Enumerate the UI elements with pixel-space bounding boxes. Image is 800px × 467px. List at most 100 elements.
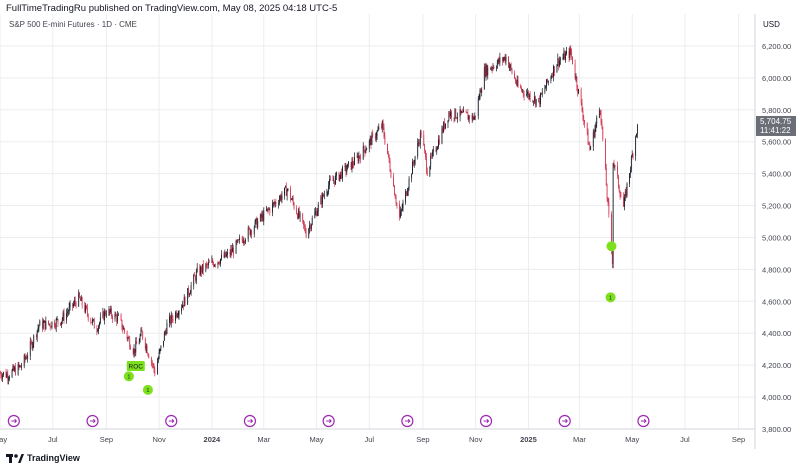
candle-body [502, 58, 504, 61]
event-icon[interactable] [243, 414, 257, 428]
candle-body [144, 338, 146, 349]
event-icon[interactable] [86, 414, 99, 428]
candle-body [176, 315, 178, 317]
event-icons[interactable] [7, 414, 650, 428]
candle-body [166, 323, 168, 334]
candle-body [214, 264, 216, 266]
candle-body [631, 154, 633, 158]
candle-body [97, 330, 99, 332]
candle-body [208, 262, 210, 263]
candle-body [596, 117, 598, 124]
candle-body [51, 321, 53, 328]
candle-body [557, 58, 559, 65]
candle-body [623, 196, 624, 207]
candle-body [399, 204, 400, 218]
event-icon[interactable] [479, 414, 493, 428]
price-tick-label: 6,200.00 [762, 42, 791, 51]
candle-body [550, 77, 552, 82]
candle-body [114, 313, 116, 320]
time-tick-label: 2024 [204, 435, 222, 444]
candle-body [412, 161, 414, 164]
candle-body [8, 378, 10, 380]
candle-body [352, 160, 354, 165]
signal-marker-label: 1 [127, 374, 130, 380]
candle-body [629, 173, 630, 184]
candle-body [30, 341, 32, 343]
candle-body [159, 349, 161, 352]
candle-body [521, 88, 522, 91]
candle-body [219, 263, 221, 265]
candle-body [105, 314, 107, 316]
candle-body [356, 155, 358, 157]
event-icon[interactable] [401, 414, 414, 428]
signal-markers[interactable]: ROC 1 1 1 [123, 241, 617, 395]
candle-body [601, 123, 603, 127]
candle-body [534, 96, 536, 105]
candle-body [485, 65, 487, 77]
candle-body [21, 366, 23, 368]
candle-body [18, 364, 20, 367]
candle-body [232, 247, 234, 253]
candle-body [429, 166, 431, 176]
time-axis[interactable]: May Jul Sep Nov 2024 Mar May Jul Sep Nov 2025 Mar Ma… [0, 435, 745, 444]
price-axis[interactable]: 3,800.00 4,000.00 4,200.00 4,400.00 4,600.00… [762, 42, 791, 434]
footer-brand[interactable]: TradingView [6, 452, 80, 464]
chart-frame[interactable]: ROC 1 1 1 3,800.00 4,000.00 4,200.00 4,400.00 4… [0, 14, 800, 449]
candle-body [473, 117, 475, 120]
candle-body [400, 211, 401, 218]
event-icon-arrow [483, 418, 490, 424]
candle-body [563, 52, 565, 58]
candle-body [350, 162, 352, 170]
event-icon[interactable] [558, 414, 571, 428]
candle-body [540, 93, 541, 105]
candle-body [346, 169, 348, 173]
candle-body [243, 241, 245, 243]
candle-body [522, 90, 524, 94]
candle-body [515, 78, 516, 83]
currency-label[interactable]: USD [763, 20, 780, 29]
candle-body [432, 151, 433, 157]
candle-body [371, 133, 373, 145]
candle-body [419, 132, 421, 145]
candle-body [80, 297, 81, 301]
candle-body [447, 120, 449, 124]
candle-body [321, 197, 323, 204]
price-tick-label: 4,800.00 [762, 265, 791, 274]
candle-body [266, 208, 268, 211]
candle-body [611, 249, 613, 265]
event-icon[interactable] [7, 414, 20, 428]
candle-body [284, 186, 286, 188]
candle-body [227, 252, 228, 255]
candle-body [376, 131, 378, 137]
candle-body [248, 227, 250, 229]
candle-body [453, 117, 455, 119]
candle-body [435, 149, 437, 151]
time-tick-label: Sep [732, 435, 745, 444]
candle-body [151, 362, 153, 365]
candle-body [441, 128, 443, 144]
event-icon[interactable] [165, 414, 178, 428]
candle-body [411, 174, 413, 179]
event-icon[interactable] [637, 414, 650, 428]
candle-body [259, 214, 261, 221]
candle-body [570, 48, 572, 52]
candle-body [48, 320, 49, 324]
candle-body [608, 202, 610, 215]
event-icon[interactable] [322, 414, 335, 428]
candle-body [140, 330, 142, 336]
candle-body [338, 172, 340, 181]
price-chart[interactable]: ROC 1 1 1 3,800.00 4,000.00 4,200.00 4,400.00 4… [0, 14, 800, 449]
price-tick-label: 5,400.00 [762, 170, 791, 179]
candle-body [136, 341, 138, 345]
candle-body [73, 303, 74, 307]
candle-body [156, 362, 158, 375]
candle-body [607, 198, 609, 203]
candle-body [314, 212, 316, 219]
candle-body [164, 331, 166, 333]
candle-body [55, 319, 57, 328]
candle-body [504, 56, 506, 62]
candle-body [365, 150, 367, 153]
candle-body [462, 111, 464, 113]
candle-body [382, 121, 384, 128]
candle-body [231, 249, 233, 253]
